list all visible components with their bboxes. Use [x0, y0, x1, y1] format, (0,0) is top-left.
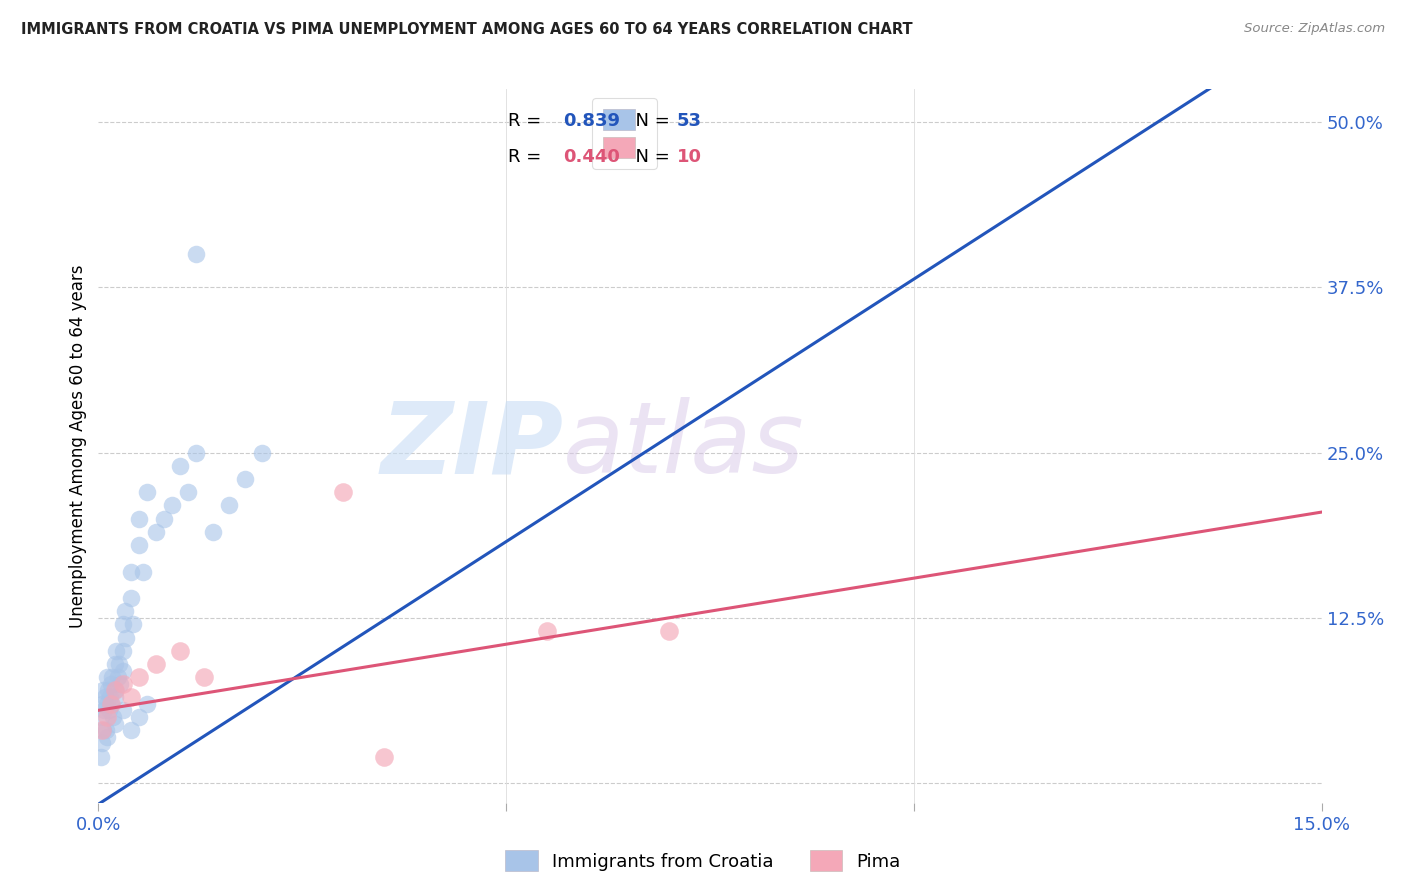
Point [111, 703, 134, 717]
Legend: , : , [592, 98, 657, 169]
Point [94, 690, 117, 704]
Text: ZIP: ZIP [380, 398, 564, 494]
Point [93, 703, 115, 717]
Legend: Immigrants from Croatia, Pima: Immigrants from Croatia, Pima [498, 843, 908, 879]
Text: IMMIGRANTS FROM CROATIA VS PIMA UNEMPLOYMENT AMONG AGES 60 TO 64 YEARS CORRELATI: IMMIGRANTS FROM CROATIA VS PIMA UNEMPLOY… [21, 22, 912, 37]
Text: Source: ZipAtlas.com: Source: ZipAtlas.com [1244, 22, 1385, 36]
Point [96, 670, 118, 684]
Point [111, 644, 134, 658]
Point [373, 749, 395, 764]
Point [186, 247, 208, 261]
Point [186, 445, 208, 459]
Point [111, 617, 134, 632]
Point [115, 631, 138, 645]
Point [332, 485, 354, 500]
Point [107, 670, 129, 684]
Point [111, 677, 134, 691]
Point [96, 697, 118, 711]
Point [90, 736, 112, 750]
Point [91, 683, 114, 698]
Point [96, 730, 118, 744]
Point [136, 697, 159, 711]
Point [100, 697, 122, 711]
Point [100, 697, 122, 711]
Point [128, 710, 150, 724]
Point [536, 624, 558, 638]
Point [128, 511, 150, 525]
Text: atlas: atlas [564, 398, 804, 494]
Point [128, 670, 150, 684]
Point [145, 524, 167, 539]
Point [169, 458, 191, 473]
Point [100, 677, 122, 691]
Point [104, 716, 127, 731]
Point [105, 644, 128, 658]
Point [169, 644, 191, 658]
Point [193, 670, 215, 684]
Point [97, 683, 120, 698]
Point [233, 472, 256, 486]
Point [104, 657, 127, 671]
Point [114, 604, 136, 618]
Point [90, 710, 112, 724]
Point [658, 624, 681, 638]
Point [101, 710, 124, 724]
Point [101, 670, 124, 684]
Y-axis label: Unemployment Among Ages 60 to 64 years: Unemployment Among Ages 60 to 64 years [69, 264, 87, 628]
Point [120, 690, 142, 704]
Text: R =: R = [508, 148, 547, 166]
Point [120, 723, 142, 738]
Point [250, 445, 273, 459]
Point [96, 710, 118, 724]
Text: 10: 10 [678, 148, 702, 166]
Point [120, 565, 142, 579]
Point [104, 683, 127, 698]
Point [121, 617, 143, 632]
Point [160, 499, 183, 513]
Point [120, 591, 142, 605]
Text: 0.839: 0.839 [564, 112, 620, 130]
Point [94, 723, 117, 738]
Point [91, 723, 114, 738]
Text: 0.440: 0.440 [564, 148, 620, 166]
Text: N =: N = [624, 112, 676, 130]
Point [145, 657, 167, 671]
Point [104, 683, 127, 698]
Point [98, 690, 121, 704]
Point [90, 749, 112, 764]
Point [132, 565, 155, 579]
Point [128, 538, 150, 552]
Point [136, 485, 159, 500]
Point [111, 664, 134, 678]
Point [177, 485, 200, 500]
Point [91, 697, 114, 711]
Text: R =: R = [508, 112, 547, 130]
Point [91, 723, 114, 738]
Point [98, 703, 121, 717]
Point [104, 690, 127, 704]
Point [218, 499, 240, 513]
Text: N =: N = [624, 148, 676, 166]
Text: 53: 53 [678, 112, 702, 130]
Point [201, 524, 224, 539]
Point [108, 657, 131, 671]
Point [108, 677, 131, 691]
Point [152, 511, 174, 525]
